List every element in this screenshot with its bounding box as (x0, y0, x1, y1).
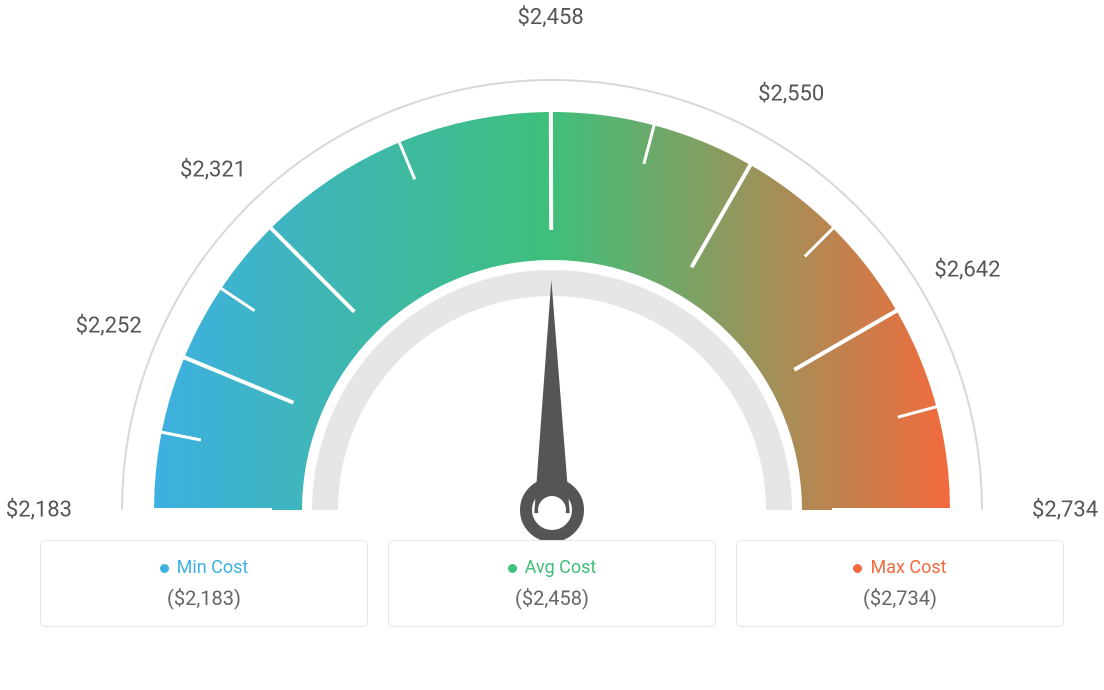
min-cost-title: Min Cost (51, 557, 357, 578)
max-cost-title: Max Cost (747, 557, 1053, 578)
gauge-tick-label: $2,550 (758, 81, 824, 106)
avg-cost-title: Avg Cost (399, 557, 705, 578)
min-cost-value: ($2,183) (51, 586, 357, 610)
avg-cost-card: Avg Cost ($2,458) (388, 540, 716, 627)
gauge-tick-label: $2,734 (1032, 498, 1098, 523)
avg-dot-icon (508, 564, 517, 573)
gauge-tick-label: $2,183 (6, 498, 72, 523)
gauge-tick-label: $2,252 (76, 313, 142, 338)
gauge-tick-label: $2,458 (518, 5, 584, 30)
gauge-chart: $2,183 $2,252 $2,321 $2,458 $2,550 $2,642 $2,7… (0, 0, 1104, 540)
summary-cards: Min Cost ($2,183) Avg Cost ($2,458) Max … (0, 540, 1104, 627)
max-cost-card: Max Cost ($2,734) (736, 540, 1064, 627)
avg-cost-label: Avg Cost (525, 557, 597, 578)
max-dot-icon (853, 564, 862, 573)
max-cost-label: Max Cost (870, 557, 946, 578)
gauge-tick-label: $2,642 (934, 257, 1000, 282)
min-cost-label: Min Cost (177, 557, 249, 578)
min-cost-card: Min Cost ($2,183) (40, 540, 368, 627)
max-cost-value: ($2,734) (747, 586, 1053, 610)
avg-cost-value: ($2,458) (399, 586, 705, 610)
min-dot-icon (160, 564, 169, 573)
gauge-tick-label: $2,321 (180, 158, 246, 183)
